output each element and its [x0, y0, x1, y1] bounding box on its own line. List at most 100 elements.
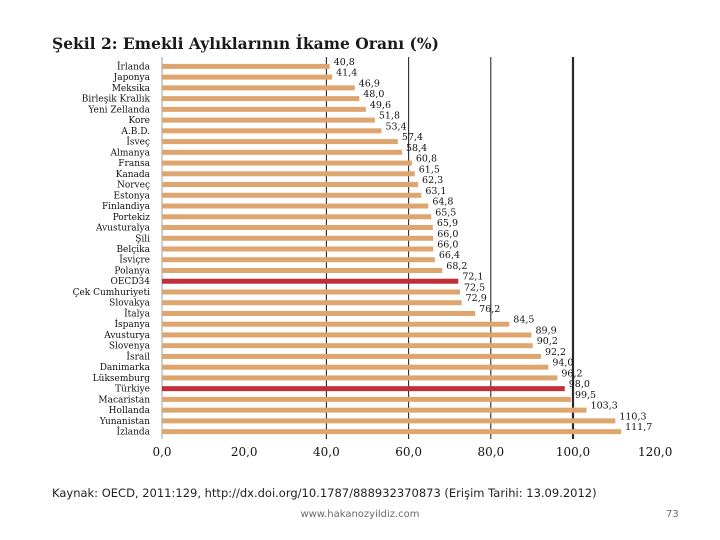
category-label-27: İsrail: [126, 350, 150, 362]
bar-26: [162, 343, 533, 349]
category-label-28: Danimarka: [100, 363, 151, 373]
category-label-7: İsveç: [126, 136, 150, 148]
value-label-0: 40,8: [334, 57, 355, 68]
value-label-28: 94,0: [552, 358, 573, 369]
category-label-3: Birleşik Krallık: [82, 95, 151, 105]
bar-29: [162, 375, 558, 381]
bar-31: [162, 396, 571, 402]
value-label-10: 61,5: [419, 164, 440, 175]
bar-18: [162, 257, 435, 263]
value-label-13: 64,8: [432, 197, 453, 208]
bar-16: [162, 235, 434, 241]
x-tick-label-2: 40,0: [313, 445, 340, 459]
category-label-20: OECD34: [110, 277, 150, 287]
category-label-11: Norveç: [117, 181, 150, 191]
category-label-1: Japonya: [113, 73, 151, 83]
value-labels: 40,841,446,948,049,651,853,457,458,460,8…: [334, 57, 653, 433]
category-label-21: Çek Cumhuriyeti: [73, 288, 151, 298]
x-tick-label-6: 120,0: [638, 445, 672, 459]
category-label-18: İsviçre: [119, 254, 150, 266]
bar-10: [162, 171, 415, 177]
value-label-23: 76,2: [479, 304, 500, 315]
value-label-6: 53,4: [385, 121, 406, 132]
category-label-5: Kore: [128, 116, 150, 126]
bar-30: [162, 386, 565, 392]
category-label-33: Yunanistan: [99, 417, 150, 427]
category-label-22: Slovakya: [109, 299, 150, 309]
value-label-7: 57,4: [402, 132, 423, 143]
category-label-29: Lüksemburg: [93, 374, 151, 384]
value-label-21: 72,5: [464, 282, 485, 293]
bar-20: [162, 278, 459, 284]
category-label-31: Macaristan: [98, 395, 150, 405]
category-label-16: Şili: [135, 234, 150, 244]
bar-14: [162, 214, 432, 220]
category-label-19: Polanya: [114, 266, 150, 276]
value-label-9: 60,8: [416, 154, 437, 165]
bar-19: [162, 267, 443, 273]
bar-0: [162, 63, 330, 69]
value-label-15: 65,9: [437, 218, 458, 229]
bar-3: [162, 96, 360, 102]
bars: [162, 63, 622, 435]
value-label-1: 41,4: [336, 68, 357, 79]
bar-6: [162, 128, 382, 134]
value-label-19: 68,2: [446, 261, 467, 272]
bar-12: [162, 192, 422, 198]
category-label-25: Avusturya: [103, 331, 150, 341]
value-label-31: 99,5: [575, 390, 596, 401]
value-label-12: 63,1: [425, 186, 446, 197]
bar-13: [162, 203, 429, 209]
value-label-17: 66,0: [437, 240, 458, 251]
category-label-10: Kanada: [116, 170, 151, 180]
bar-7: [162, 139, 398, 145]
value-label-14: 65,5: [435, 207, 456, 218]
value-label-25: 89,9: [535, 325, 556, 336]
category-label-14: Portekiz: [113, 213, 151, 223]
bar-2: [162, 85, 355, 91]
bar-8: [162, 149, 403, 155]
x-tick-label-3: 60,0: [395, 445, 422, 459]
value-label-26: 90,2: [537, 336, 558, 347]
category-label-13: Finlandiya: [102, 202, 151, 212]
bar-21: [162, 289, 460, 295]
value-label-3: 48,0: [363, 89, 384, 100]
value-label-29: 96,2: [561, 368, 582, 379]
bar-33: [162, 418, 616, 424]
chart-title: Şekil 2: Emekli Aylıklarının İkame Oranı…: [52, 34, 439, 53]
value-label-27: 92,2: [545, 347, 566, 358]
x-tick-label-0: 0,0: [152, 445, 171, 459]
bar-4: [162, 106, 366, 112]
bar-11: [162, 182, 419, 188]
value-label-2: 46,9: [359, 78, 380, 89]
value-label-32: 103,3: [591, 401, 618, 412]
value-label-4: 49,6: [370, 100, 391, 111]
category-label-26: Slovenya: [109, 342, 151, 352]
category-label-12: Estonya: [114, 191, 151, 201]
bar-15: [162, 225, 433, 231]
category-label-9: Fransa: [118, 159, 150, 169]
source-note: Kaynak: OECD, 2011:129, http://dx.doi.or…: [52, 486, 597, 500]
value-label-18: 66,4: [439, 250, 460, 261]
bar-32: [162, 407, 587, 413]
category-label-23: İtalya: [124, 307, 151, 319]
category-label-2: Meksika: [112, 84, 151, 94]
value-label-20: 72,1: [462, 272, 483, 283]
category-label-24: İspanya: [114, 318, 150, 330]
category-label-15: Avusturalya: [95, 224, 151, 234]
bar-23: [162, 310, 476, 316]
x-tick-label-1: 20,0: [231, 445, 258, 459]
value-label-30: 98,0: [569, 379, 590, 390]
bar-27: [162, 353, 541, 359]
bar-34: [162, 429, 622, 435]
value-label-8: 58,4: [406, 143, 427, 154]
page-number: 73: [666, 509, 679, 520]
bar-22: [162, 300, 462, 306]
bar-1: [162, 74, 333, 80]
category-label-8: Almanya: [109, 148, 150, 158]
category-label-0: İrlanda: [117, 60, 151, 72]
category-label-32: Hollanda: [109, 406, 151, 416]
value-label-16: 66,0: [437, 229, 458, 240]
